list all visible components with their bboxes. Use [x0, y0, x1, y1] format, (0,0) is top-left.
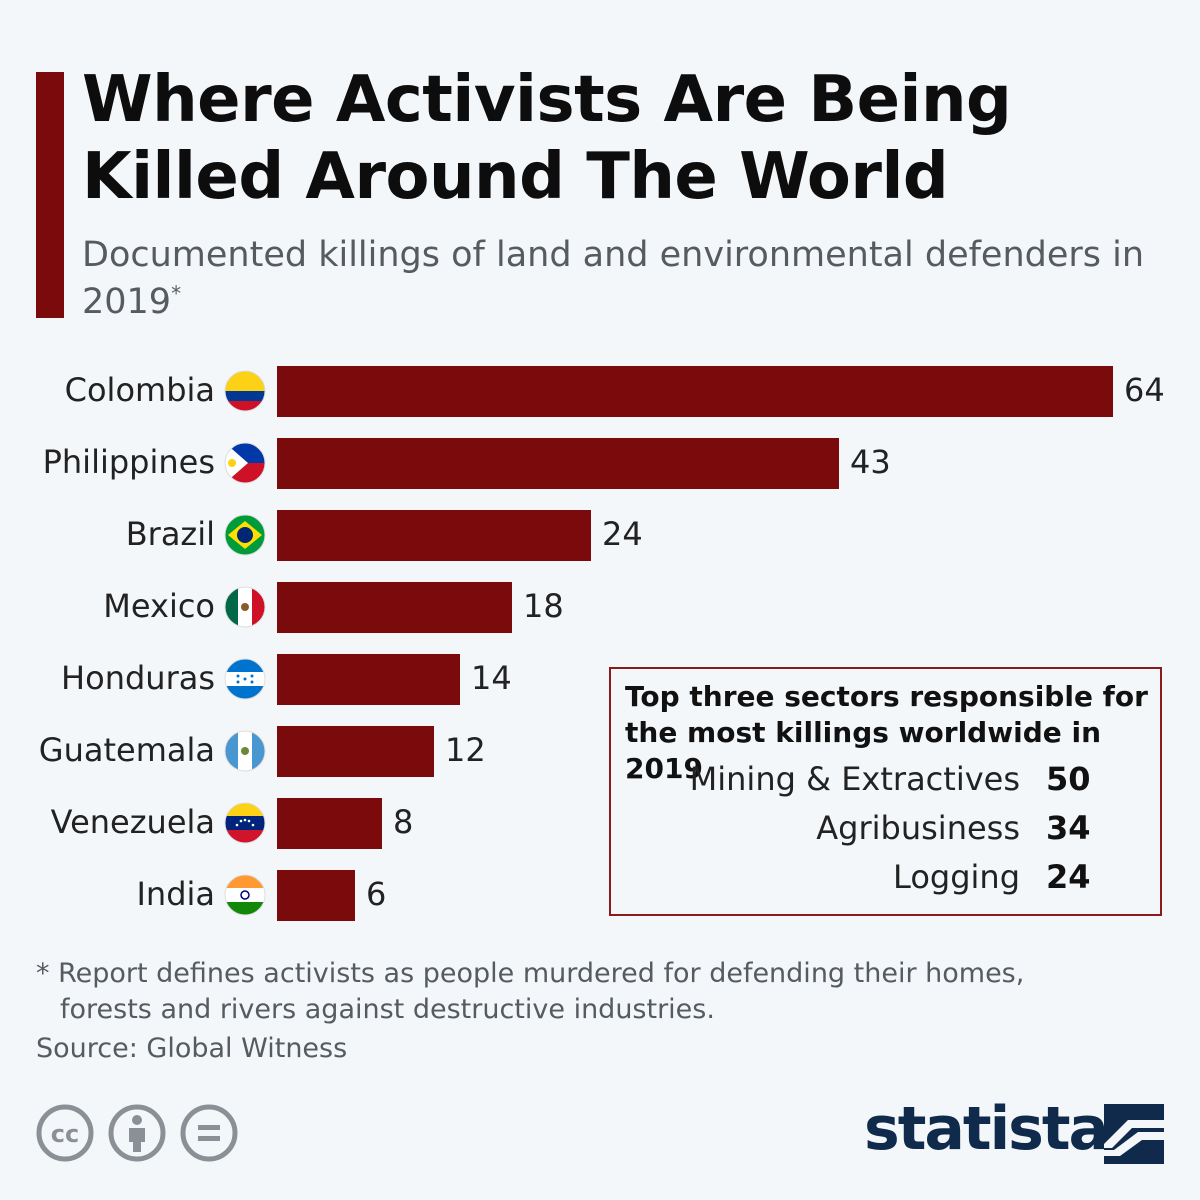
statista-logo[interactable]: statista — [864, 1094, 1164, 1170]
bar-india — [277, 870, 355, 921]
venezuela-flag-icon — [224, 802, 266, 844]
value-label-colombia: 64 — [1124, 371, 1165, 409]
category-label-honduras: Honduras — [61, 659, 215, 697]
page-title: Where Activists Are Being Killed Around … — [82, 62, 1172, 216]
value-label-brazil: 24 — [602, 515, 643, 553]
subtitle-footnote-mark: * — [171, 281, 182, 306]
value-label-guatemala: 12 — [445, 731, 486, 769]
category-label-colombia: Colombia — [64, 371, 215, 409]
title-accent-bar — [36, 72, 64, 318]
india-flag-icon — [224, 874, 266, 916]
title-line-2: Killed Around The World — [82, 140, 949, 214]
sectors-title-line-2: the most killings worldwide in 2019 — [625, 716, 1101, 785]
category-label-philippines: Philippines — [42, 443, 215, 481]
brand-wordmark: statista — [864, 1094, 1109, 1164]
subtitle: Documented killings of land and environm… — [82, 232, 1182, 326]
sector-value: 50 — [1046, 760, 1091, 798]
no-derivatives-icon[interactable] — [180, 1104, 238, 1162]
sectors-title-line-1: Top three sectors responsible for — [625, 680, 1148, 713]
bar-guatemala — [277, 726, 434, 777]
mexico-flag-icon — [224, 586, 266, 628]
value-label-india: 6 — [366, 875, 387, 913]
category-label-mexico: Mexico — [103, 587, 215, 625]
statista-mark-icon — [1104, 1104, 1164, 1164]
sector-row-logging: Logging 24 — [611, 858, 1160, 906]
value-label-venezuela: 8 — [393, 803, 414, 841]
bar-brazil — [277, 510, 591, 561]
honduras-flag-icon — [224, 658, 266, 700]
creative-commons-icon[interactable]: cc — [36, 1104, 94, 1162]
subtitle-text: Documented killings of land and environm… — [82, 235, 1145, 322]
footnote-line-1: * Report defines activists as people mur… — [36, 958, 1025, 989]
category-label-venezuela: Venezuela — [50, 803, 215, 841]
title-line-1: Where Activists Are Being — [82, 63, 1012, 137]
value-label-mexico: 18 — [523, 587, 564, 625]
brazil-flag-icon — [224, 514, 266, 556]
value-label-philippines: 43 — [850, 443, 891, 481]
category-label-brazil: Brazil — [125, 515, 215, 553]
sector-row-mining: Mining & Extractives 50 — [611, 760, 1160, 808]
sector-value: 24 — [1046, 858, 1091, 896]
footnote-line-2: forests and rivers against destructive i… — [60, 994, 715, 1025]
attribution-icon[interactable] — [108, 1104, 166, 1162]
sector-value: 34 — [1046, 809, 1091, 847]
sectors-panel: Top three sectors responsible for the mo… — [609, 667, 1162, 916]
bar-venezuela — [277, 798, 382, 849]
sectors-title: Top three sectors responsible for the mo… — [625, 679, 1160, 787]
philippines-flag-icon — [224, 442, 266, 484]
footnote: * Report defines activists as people mur… — [36, 956, 1156, 1028]
guatemala-flag-icon — [224, 730, 266, 772]
value-label-honduras: 14 — [471, 659, 512, 697]
bar-philippines — [277, 438, 839, 489]
category-label-india: India — [136, 875, 215, 913]
bar-colombia — [277, 366, 1113, 417]
bar-honduras — [277, 654, 460, 705]
colombia-flag-icon — [224, 370, 266, 412]
sector-row-agribusiness: Agribusiness 34 — [611, 809, 1160, 857]
category-label-guatemala: Guatemala — [38, 731, 215, 769]
source-text: Source: Global Witness — [36, 1033, 348, 1064]
bar-mexico — [277, 582, 512, 633]
sector-label: Mining & Extractives — [689, 760, 1020, 798]
sector-label: Agribusiness — [816, 809, 1020, 847]
sector-label: Logging — [893, 858, 1020, 896]
svg-text:cc: cc — [51, 1120, 79, 1148]
